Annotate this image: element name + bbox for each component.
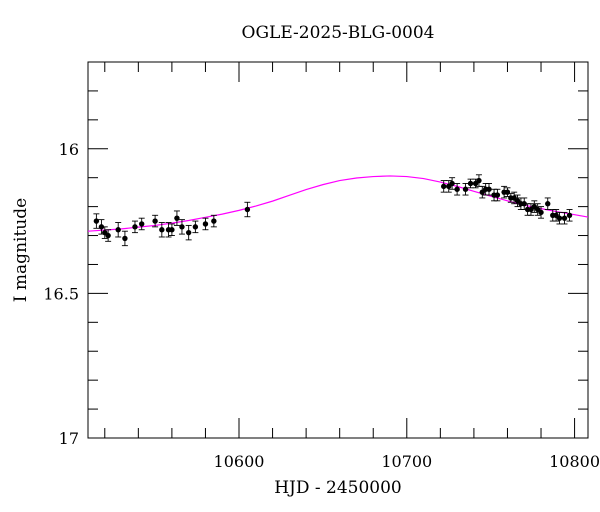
x-tick-label: 10600	[214, 452, 265, 471]
x-tick-label: 10700	[381, 452, 432, 471]
data-point	[202, 217, 209, 231]
data-point	[486, 183, 493, 196]
x-axis-ticks	[104, 62, 576, 438]
data-point	[138, 217, 145, 231]
model-curve-layer	[87, 175, 589, 232]
point-marker	[185, 229, 192, 236]
point-marker	[179, 224, 185, 230]
point-marker	[132, 224, 138, 230]
data-point	[158, 222, 165, 238]
y-tick-label: 16	[59, 140, 79, 159]
point-marker	[105, 232, 111, 239]
point-marker	[211, 218, 217, 224]
point-marker	[449, 180, 455, 187]
point-marker	[521, 201, 527, 207]
point-marker	[169, 227, 175, 233]
point-marker	[174, 215, 180, 221]
point-marker	[467, 180, 474, 187]
data-point	[454, 183, 461, 196]
point-marker	[138, 221, 145, 227]
data-point	[178, 219, 185, 235]
point-marker	[566, 212, 573, 218]
model-curve	[87, 175, 589, 232]
data-point	[556, 211, 563, 225]
plot-frame	[87, 61, 589, 439]
point-marker	[538, 209, 544, 216]
data-point	[538, 206, 545, 219]
y-axis-ticks	[88, 90, 588, 439]
data-point	[121, 230, 128, 247]
point-marker	[98, 224, 105, 230]
data-points-layer	[93, 174, 573, 247]
point-marker	[115, 227, 121, 233]
point-marker	[192, 224, 199, 230]
data-point	[566, 209, 573, 222]
data-point	[93, 213, 100, 229]
point-marker	[486, 186, 492, 192]
data-point	[98, 219, 105, 235]
chart-title: OGLE-2025-BLG-0004	[242, 23, 435, 43]
point-marker	[152, 218, 158, 224]
data-point	[440, 180, 447, 193]
point-marker	[545, 201, 551, 207]
data-point	[544, 197, 551, 210]
data-point	[467, 178, 474, 189]
x-tick-label: 10800	[549, 452, 600, 471]
point-marker	[476, 177, 482, 184]
data-point	[244, 201, 251, 218]
data-point	[131, 220, 138, 234]
data-point	[152, 214, 159, 228]
point-marker	[122, 235, 128, 242]
point-marker	[556, 215, 563, 221]
point-marker	[202, 221, 209, 227]
x-axis-title: HJD - 2450000	[274, 478, 402, 498]
data-point	[185, 224, 192, 241]
point-marker	[561, 215, 568, 221]
point-marker	[244, 206, 251, 213]
data-point	[210, 214, 217, 228]
y-axis-title: I magnitude	[11, 198, 31, 302]
data-point	[115, 222, 122, 238]
data-point	[561, 211, 568, 225]
point-marker	[93, 218, 100, 224]
data-point	[494, 188, 501, 202]
data-point	[168, 223, 175, 236]
y-tick-label: 16.5	[43, 284, 79, 303]
data-point	[173, 210, 180, 226]
data-point	[514, 194, 521, 208]
point-marker	[494, 192, 501, 198]
data-point	[475, 174, 482, 187]
data-point	[192, 220, 199, 234]
point-marker	[454, 186, 460, 192]
data-point	[445, 180, 452, 193]
data-point	[521, 197, 528, 210]
y-tick-label: 17	[59, 429, 79, 448]
data-point	[105, 229, 112, 242]
point-marker	[462, 186, 469, 192]
point-marker	[441, 183, 447, 190]
data-point	[449, 177, 456, 190]
data-point	[462, 183, 469, 196]
point-marker	[159, 227, 165, 233]
